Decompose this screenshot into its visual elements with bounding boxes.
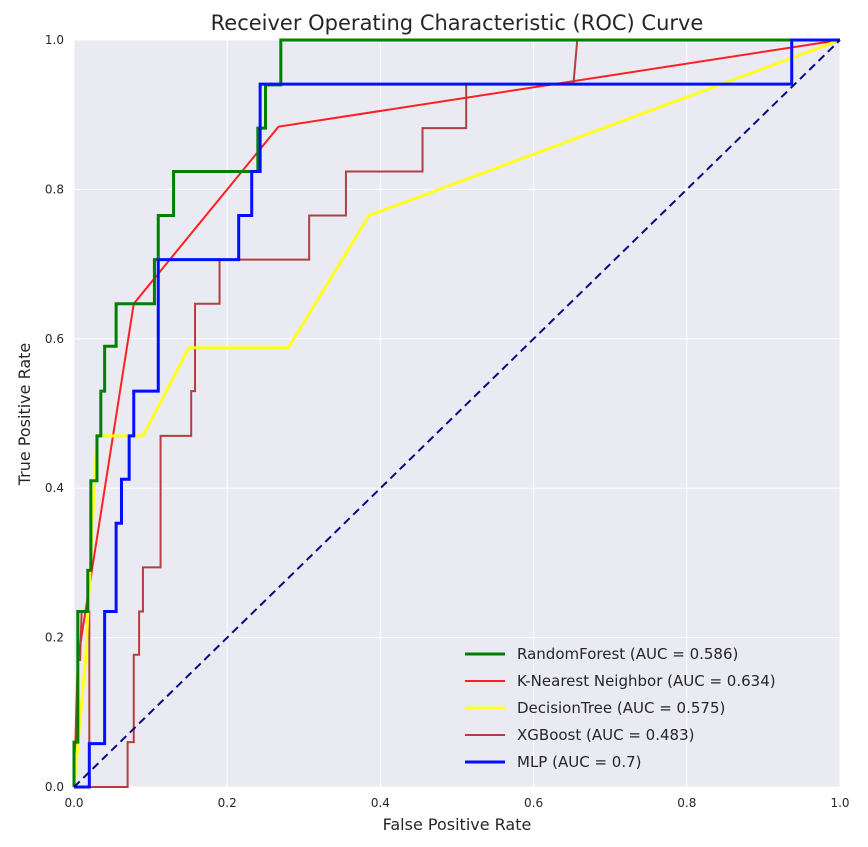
legend-label: RandomForest (AUC = 0.586): [517, 645, 738, 663]
series-lines: [72, 38, 841, 789]
x-tick-label: 0.2: [218, 796, 237, 810]
legend: RandomForest (AUC = 0.586) K-Nearest Neig…: [465, 645, 776, 771]
x-tick-label: 0.4: [371, 796, 390, 810]
y-tick-label: 0.0: [45, 780, 64, 794]
series-line-4: [74, 38, 840, 789]
x-tick-label: 0.8: [677, 796, 696, 810]
chart-title: Receiver Operating Characteristic (ROC) …: [211, 11, 704, 35]
x-tick-label: 0.6: [524, 796, 543, 810]
legend-label: K-Nearest Neighbor (AUC = 0.634): [517, 672, 776, 690]
y-tick-label: 0.6: [45, 332, 64, 346]
y-axis-label: True Positive Rate: [15, 343, 34, 487]
y-tick-label: 1.0: [45, 33, 64, 47]
tick-labels: 0.0 0.2 0.4 0.6 0.8 1.0 0.0 0.2 0.4 0.6 0.8 1.0: [45, 33, 850, 810]
series-line-2: [72, 38, 841, 788]
y-tick-label: 0.4: [45, 481, 64, 495]
x-axis-label: False Positive Rate: [383, 815, 532, 834]
legend-label: XGBoost (AUC = 0.483): [517, 726, 694, 744]
chance-line: [73, 39, 841, 788]
x-tick-label: 0.0: [64, 796, 83, 810]
series-line-3: [73, 39, 840, 788]
legend-label: DecisionTree (AUC = 0.575): [517, 699, 725, 717]
y-tick-label: 0.8: [45, 182, 64, 196]
legend-label: MLP (AUC = 0.7): [517, 753, 642, 771]
x-tick-label: 1.0: [830, 796, 849, 810]
y-tick-label: 0.2: [45, 631, 64, 645]
